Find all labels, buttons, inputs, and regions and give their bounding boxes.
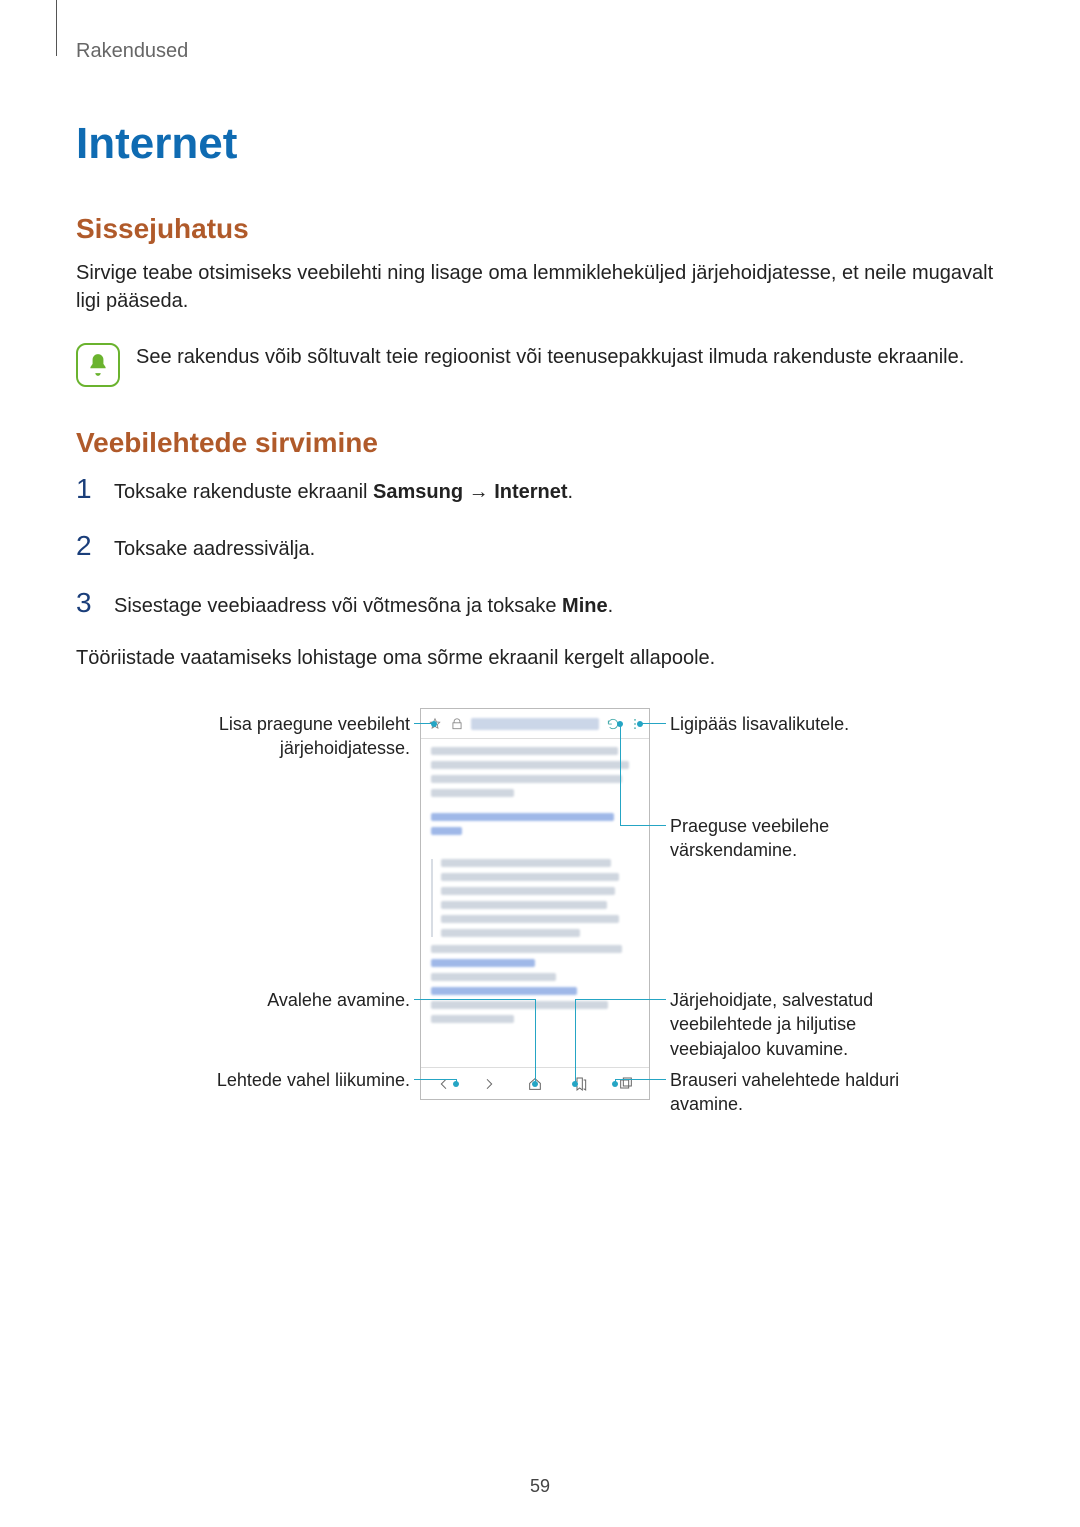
callout-dot: [453, 1081, 459, 1087]
step: 2 Toksake aadressivälja.: [76, 530, 1004, 563]
step-text: Sisestage veebiaadress või võtmesõna ja …: [114, 592, 613, 620]
step-number: 3: [76, 587, 100, 619]
callout-line: [640, 723, 666, 724]
callout-label: Järjehoidjate, salvestatud veebilehtede …: [670, 988, 873, 1061]
forward-icon: [480, 1075, 498, 1093]
step: 1 Toksake rakenduste ekraanil Samsung → I…: [76, 473, 1004, 506]
section-label: Rakendused: [76, 40, 1004, 63]
callout-label: Brauseri vahelehtede halduri avamine.: [670, 1068, 899, 1117]
callout-line: [615, 1079, 666, 1080]
browser-diagram: Lisa praegune veebileht järjehoidjatesse…: [110, 708, 970, 1118]
callout-dot: [532, 1081, 538, 1087]
step-number: 1: [76, 473, 100, 505]
address-bar-blur: [471, 718, 599, 730]
callout-label: Lisa praegune veebileht järjehoidjatesse…: [219, 712, 410, 761]
lock-icon: [449, 716, 465, 732]
callout-dot: [612, 1081, 618, 1087]
callout-line: [414, 1079, 456, 1080]
callout-line: [620, 724, 621, 825]
callout-line: [620, 825, 666, 826]
note: See rakendus võib sõltuvalt teie regioon…: [76, 343, 1004, 387]
tabs-icon: [617, 1075, 635, 1093]
callout-line: [414, 999, 535, 1000]
step-text: Toksake rakenduste ekraanil Samsung → In…: [114, 478, 573, 506]
intro-body: Sirvige teabe otsimiseks veebilehti ning…: [76, 259, 1004, 315]
step-text: Toksake aadressivälja.: [114, 535, 315, 563]
step: 3 Sisestage veebiaadress või võtmesõna ja…: [76, 587, 1004, 620]
intro-heading: Sissejuhatus: [76, 213, 1004, 245]
callout-dot: [431, 721, 437, 727]
margin-rule: [56, 0, 57, 56]
page-number: 59: [0, 1476, 1080, 1497]
toolbar-paragraph: Tööriistade vaatamiseks lohistage oma sõ…: [76, 644, 1004, 672]
step-number: 2: [76, 530, 100, 562]
callout-label: Ligipääs lisavalikutele.: [670, 712, 849, 736]
callout-label: Lehtede vahel liikumine.: [217, 1068, 410, 1092]
callout-line: [575, 999, 666, 1000]
page-title: Internet: [76, 119, 1004, 169]
back-icon: [435, 1075, 453, 1093]
steps-list: 1 Toksake rakenduste ekraanil Samsung → I…: [76, 473, 1004, 620]
note-text: See rakendus võib sõltuvalt teie regioon…: [136, 343, 964, 371]
callout-line: [535, 999, 536, 1084]
callout-label: Praeguse veebilehe värskendamine.: [670, 814, 829, 863]
browsing-heading: Veebilehtede sirvimine: [76, 427, 1004, 459]
callout-dot: [637, 721, 643, 727]
callout-dot: [572, 1081, 578, 1087]
callout-dot: [617, 721, 623, 727]
phone-toolbar: [421, 709, 649, 739]
callout-line: [575, 999, 576, 1084]
callout-label: Avalehe avamine.: [267, 988, 410, 1012]
bell-icon: [76, 343, 120, 387]
